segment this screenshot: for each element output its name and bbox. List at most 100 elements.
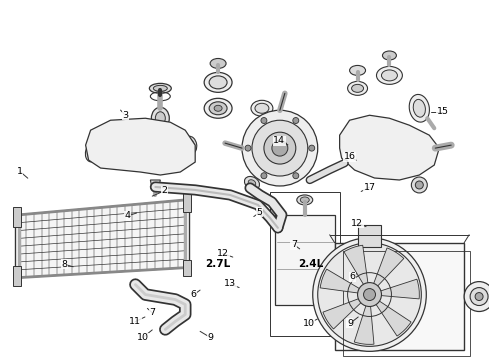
- Circle shape: [416, 181, 423, 189]
- Text: 14: 14: [273, 136, 285, 145]
- Bar: [335, 243, 464, 350]
- Circle shape: [318, 243, 421, 346]
- Circle shape: [293, 173, 299, 179]
- Wedge shape: [369, 294, 411, 336]
- Circle shape: [252, 120, 308, 176]
- Ellipse shape: [409, 94, 429, 122]
- Circle shape: [261, 117, 267, 123]
- Wedge shape: [320, 269, 369, 294]
- Ellipse shape: [423, 139, 436, 157]
- Circle shape: [313, 238, 426, 351]
- Ellipse shape: [255, 103, 269, 113]
- Text: 6: 6: [349, 272, 355, 281]
- Text: 4: 4: [125, 211, 131, 220]
- Circle shape: [272, 140, 288, 156]
- Ellipse shape: [350, 139, 359, 151]
- Ellipse shape: [186, 139, 194, 151]
- Text: 7: 7: [149, 308, 155, 317]
- Circle shape: [412, 177, 427, 193]
- Circle shape: [293, 117, 299, 123]
- Ellipse shape: [248, 180, 256, 186]
- Wedge shape: [323, 294, 369, 329]
- Text: 13: 13: [224, 279, 236, 288]
- Circle shape: [309, 145, 315, 151]
- Ellipse shape: [85, 142, 100, 162]
- Bar: [275, 215, 335, 305]
- Text: 16: 16: [344, 152, 356, 161]
- Text: 9: 9: [208, 333, 214, 342]
- Circle shape: [464, 282, 490, 311]
- Circle shape: [242, 110, 318, 186]
- Ellipse shape: [376, 67, 402, 84]
- Ellipse shape: [184, 136, 197, 154]
- Text: 17: 17: [364, 183, 375, 192]
- Text: 10: 10: [137, 333, 148, 342]
- Text: 15: 15: [437, 107, 449, 116]
- Ellipse shape: [349, 66, 366, 75]
- Text: 10: 10: [302, 319, 315, 328]
- Ellipse shape: [209, 76, 227, 89]
- Text: 1: 1: [17, 167, 23, 176]
- Ellipse shape: [153, 85, 167, 91]
- Ellipse shape: [251, 100, 273, 116]
- Text: 11: 11: [129, 317, 141, 326]
- Ellipse shape: [159, 150, 166, 160]
- Text: 7: 7: [291, 240, 297, 249]
- Polygon shape: [183, 260, 191, 276]
- Polygon shape: [86, 118, 195, 175]
- Text: 2.7L: 2.7L: [205, 259, 231, 269]
- Ellipse shape: [347, 81, 368, 95]
- Ellipse shape: [210, 58, 226, 68]
- Ellipse shape: [204, 98, 232, 118]
- Circle shape: [470, 288, 488, 306]
- Text: 3: 3: [122, 111, 128, 120]
- Circle shape: [364, 289, 375, 301]
- Ellipse shape: [382, 70, 397, 81]
- Ellipse shape: [245, 176, 260, 189]
- Polygon shape: [150, 180, 160, 185]
- Ellipse shape: [151, 107, 169, 129]
- Circle shape: [245, 145, 251, 151]
- Polygon shape: [340, 115, 439, 180]
- Text: 6: 6: [191, 290, 197, 299]
- Ellipse shape: [204, 72, 232, 92]
- Ellipse shape: [391, 147, 398, 157]
- Ellipse shape: [114, 151, 126, 169]
- Bar: [358, 225, 382, 247]
- Polygon shape: [19, 200, 185, 278]
- Text: 9: 9: [347, 319, 353, 328]
- Ellipse shape: [379, 134, 409, 170]
- Wedge shape: [369, 279, 419, 299]
- Bar: [270, 192, 340, 336]
- Ellipse shape: [352, 84, 364, 92]
- Bar: [343, 251, 470, 356]
- Wedge shape: [354, 294, 374, 345]
- Polygon shape: [13, 266, 21, 285]
- Ellipse shape: [209, 102, 227, 115]
- Polygon shape: [183, 192, 191, 212]
- Wedge shape: [369, 248, 404, 294]
- Text: 5: 5: [257, 208, 263, 217]
- Text: 8: 8: [61, 260, 68, 269]
- Ellipse shape: [383, 51, 396, 60]
- Text: 2.4L: 2.4L: [298, 259, 323, 269]
- Ellipse shape: [149, 84, 171, 93]
- Ellipse shape: [297, 195, 313, 205]
- Ellipse shape: [300, 197, 309, 203]
- Text: 2: 2: [162, 186, 168, 195]
- Text: 12: 12: [217, 249, 229, 258]
- Ellipse shape: [413, 99, 425, 117]
- Circle shape: [264, 132, 296, 164]
- Ellipse shape: [347, 135, 362, 155]
- Ellipse shape: [155, 112, 165, 125]
- Circle shape: [261, 173, 267, 179]
- Circle shape: [475, 293, 483, 301]
- Ellipse shape: [156, 147, 168, 163]
- Text: 12: 12: [351, 219, 363, 228]
- Ellipse shape: [88, 146, 97, 158]
- Ellipse shape: [214, 105, 222, 111]
- Ellipse shape: [386, 141, 403, 163]
- Ellipse shape: [117, 155, 124, 166]
- Polygon shape: [13, 207, 21, 227]
- Wedge shape: [344, 245, 369, 294]
